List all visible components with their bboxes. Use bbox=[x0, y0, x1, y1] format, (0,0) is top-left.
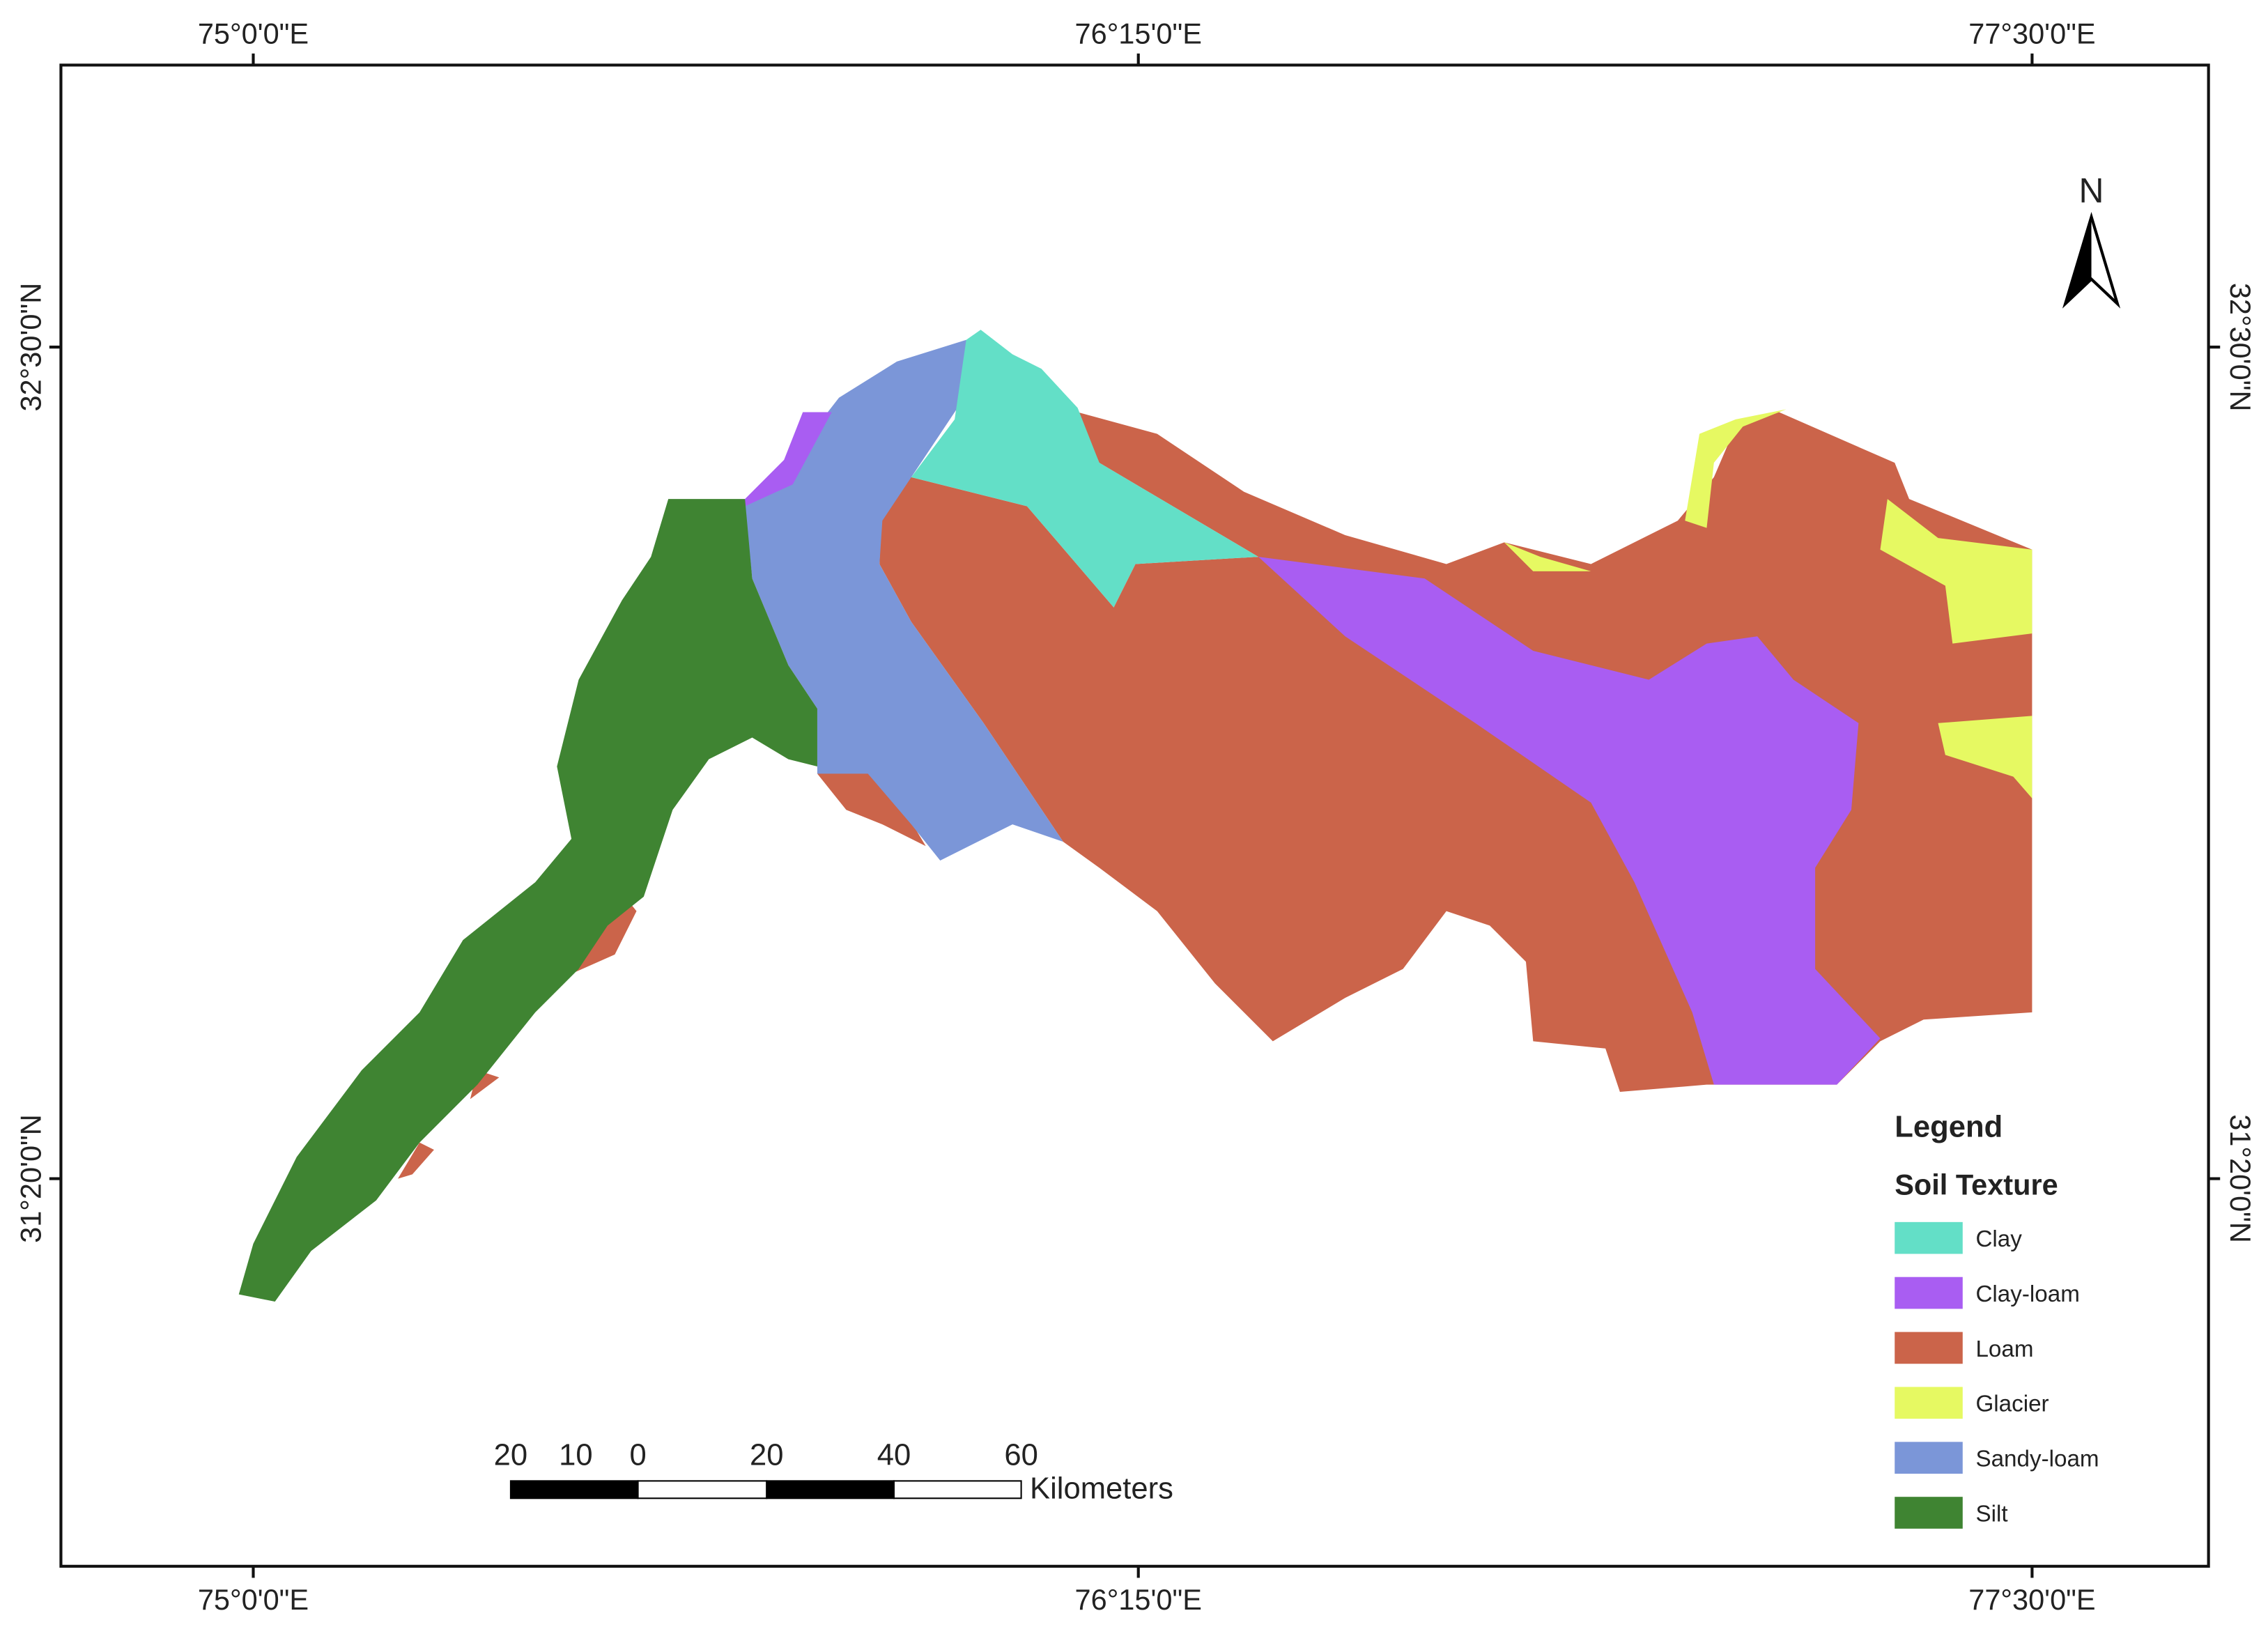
scale-label: 20 bbox=[494, 1439, 527, 1472]
legend-title: Legend bbox=[1895, 1110, 2003, 1143]
legend-swatch bbox=[1895, 1387, 1963, 1419]
soil-region bbox=[1504, 542, 1591, 571]
legend-label: Glacier bbox=[1975, 1391, 2049, 1417]
legend-swatch bbox=[1895, 1277, 1963, 1309]
longitude-label: 76°15'0"E bbox=[1075, 1583, 1202, 1616]
soil-region bbox=[911, 330, 1258, 608]
soil-region bbox=[817, 763, 926, 847]
legend-subtitle: Soil Texture bbox=[1895, 1168, 2058, 1201]
latitude-label: 32°30'0"N bbox=[14, 283, 47, 412]
longitude-label: 75°0'0"E bbox=[198, 17, 309, 49]
legend-swatch bbox=[1895, 1221, 1963, 1254]
map-frame bbox=[59, 63, 2210, 1568]
soil-region bbox=[1685, 409, 1787, 528]
scale-label: 0 bbox=[629, 1439, 646, 1472]
longitude-label: 75°0'0"E bbox=[198, 1583, 309, 1616]
scale-segment bbox=[509, 1480, 639, 1499]
latitude-label: 31°20'0"N bbox=[14, 1114, 47, 1243]
north-arrow-half bbox=[2065, 217, 2092, 304]
legend-swatch bbox=[1895, 1442, 1963, 1474]
north-label: N bbox=[2079, 171, 2104, 210]
longitude-label: 77°30'0"E bbox=[1968, 17, 2095, 49]
legend-label: Loam bbox=[1975, 1336, 2033, 1362]
soil-region bbox=[745, 339, 1063, 861]
scale-segment bbox=[637, 1480, 768, 1499]
legend-swatch bbox=[1895, 1332, 1963, 1364]
regions bbox=[238, 330, 2032, 1302]
soil-region bbox=[1938, 716, 2032, 799]
soil-region bbox=[238, 499, 817, 1302]
legend-label: Silt bbox=[1975, 1501, 2007, 1527]
latitude-label: 31°20'0"N bbox=[2224, 1114, 2257, 1243]
scale-label: 20 bbox=[750, 1439, 783, 1472]
legend-label: Clay-loam bbox=[1975, 1281, 2079, 1307]
legend-label: Clay bbox=[1975, 1226, 2022, 1252]
scale-label: 40 bbox=[877, 1439, 911, 1472]
legend-swatch bbox=[1895, 1497, 1963, 1529]
scale-label: 60 bbox=[1004, 1439, 1037, 1472]
longitude-label: 77°30'0"E bbox=[1968, 1583, 2095, 1616]
soil-region bbox=[1258, 557, 1881, 1085]
scale-label: 10 bbox=[559, 1439, 592, 1472]
soil-region bbox=[668, 412, 832, 539]
legend-label: Sandy-loam bbox=[1975, 1447, 2099, 1472]
latitude-label: 32°30'0"N bbox=[2224, 283, 2257, 412]
longitude-label: 76°15'0"E bbox=[1075, 17, 1202, 49]
scale-segment bbox=[766, 1480, 895, 1499]
soil-region bbox=[398, 1142, 434, 1179]
scale-unit: Kilometers bbox=[1030, 1472, 1173, 1505]
scale-segment bbox=[893, 1480, 1022, 1499]
soil-region bbox=[1880, 499, 2032, 644]
